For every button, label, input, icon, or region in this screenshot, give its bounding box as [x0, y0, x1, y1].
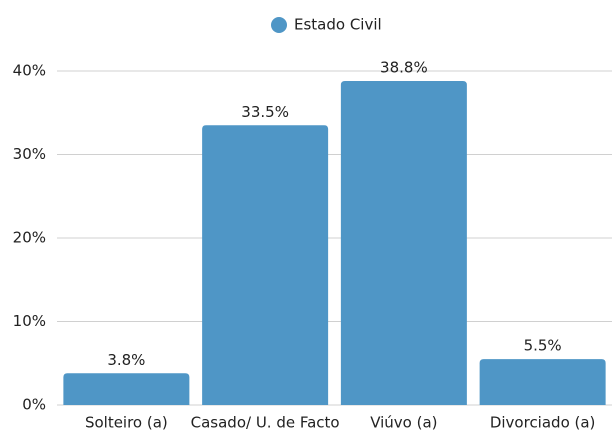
y-tick-label: 40%: [13, 62, 46, 80]
data-label: 5.5%: [524, 337, 562, 355]
bar: [202, 125, 329, 406]
data-label: 3.8%: [107, 351, 145, 369]
y-tick-label: 20%: [13, 229, 46, 247]
y-tick-label: 10%: [13, 312, 46, 330]
x-tick-label: Solteiro (a): [85, 414, 168, 432]
x-tick-label: Casado/ U. de Facto: [191, 414, 340, 432]
legend-label: Estado Civil: [294, 16, 382, 34]
bar: [479, 359, 606, 405]
data-label: 33.5%: [241, 103, 289, 121]
y-tick-label: 30%: [13, 145, 46, 163]
x-tick-label: Viúvo (a): [370, 414, 437, 432]
bar: [340, 81, 467, 406]
x-tick-label: Divorciado (a): [490, 414, 596, 432]
bar: [63, 373, 190, 405]
legend-swatch: [271, 17, 287, 33]
y-tick-label: 0%: [22, 396, 46, 414]
data-label: 38.8%: [380, 59, 428, 77]
